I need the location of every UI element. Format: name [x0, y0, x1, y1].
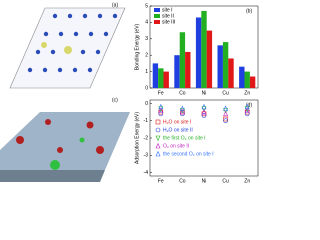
- legend-label: site II: [162, 13, 174, 19]
- bar: [163, 71, 169, 88]
- legend-swatch: [154, 20, 160, 24]
- legend-label: site I: [162, 7, 173, 13]
- point: [158, 107, 164, 113]
- bar: [222, 42, 229, 88]
- legend-label: O₂ on site II: [163, 143, 189, 149]
- point: [155, 127, 161, 133]
- y-tick-label: -2: [144, 135, 149, 141]
- point: [223, 110, 229, 117]
- panel-label: (d): [246, 102, 252, 108]
- legend-label: the second O₂ on site I: [163, 151, 214, 157]
- point: [244, 111, 250, 117]
- point: [179, 105, 185, 111]
- legend-label: the first O₂ on site I: [163, 135, 206, 141]
- point: [223, 116, 228, 122]
- y-tick-label: 4: [145, 20, 148, 26]
- bar: [158, 68, 164, 88]
- bar: [185, 51, 191, 88]
- bar: [179, 32, 186, 88]
- x-tick-label: Zn: [244, 90, 250, 96]
- point: [201, 103, 207, 110]
- point: [155, 119, 161, 125]
- bar: [206, 30, 213, 89]
- panel-c-image: (c): [0, 97, 130, 182]
- bar: [239, 66, 245, 88]
- bar: [174, 55, 180, 88]
- x-tick-label: Cu: [222, 178, 229, 184]
- legend-swatch: [154, 14, 160, 18]
- y-tick-label: 5: [145, 3, 148, 9]
- bar: [244, 71, 250, 88]
- point: [155, 142, 161, 149]
- y-tick-label: -3: [144, 153, 149, 159]
- figure: (a) (c) (b) Bonding Energy (eV) 0 1 2 3 4 5 Fe Co…: [0, 2, 259, 184]
- x-tick-label: Ni: [202, 178, 207, 184]
- legend-label: H₂O on site I: [163, 119, 191, 125]
- x-tick-label: Fe: [158, 178, 164, 184]
- x-tick-label: Co: [179, 178, 186, 184]
- bar: [228, 58, 234, 88]
- x-tick-label: Cu: [222, 90, 229, 96]
- bar: [152, 63, 159, 88]
- y-tick-label: 3: [145, 36, 148, 42]
- panel-a-image: (a): [9, 2, 126, 89]
- y-axis-label: Bonding Energy (eV): [134, 23, 140, 70]
- panel-label: (b): [246, 8, 252, 14]
- y-tick-label: 1: [145, 69, 148, 75]
- point: [244, 107, 250, 113]
- point: [158, 103, 164, 110]
- y-tick-label: -1: [144, 118, 149, 124]
- panel-label: (c): [112, 97, 118, 103]
- point: [201, 108, 207, 115]
- point: [155, 135, 161, 142]
- x-tick-label: Zn: [244, 178, 250, 184]
- legend-label: H₂O on site II: [163, 127, 193, 133]
- legend-swatch: [154, 8, 160, 12]
- x-tick-label: Ni: [202, 90, 207, 96]
- panel-label: (a): [112, 2, 118, 8]
- point: [223, 105, 229, 111]
- y-tick-label: -4: [144, 170, 149, 176]
- legend-label: site III: [162, 19, 175, 25]
- point: [244, 103, 250, 110]
- bar: [217, 45, 223, 88]
- y-tick-label: 2: [145, 53, 148, 59]
- y-axis-label: Adsorption Energy (eV): [134, 112, 140, 164]
- x-tick-label: Fe: [158, 90, 164, 96]
- bar: [201, 10, 207, 89]
- point: [223, 118, 228, 124]
- point: [158, 111, 164, 117]
- point: [201, 113, 207, 118]
- y-tick-label: 0: [145, 101, 148, 107]
- x-tick-label: Co: [179, 90, 186, 96]
- bar: [249, 76, 256, 88]
- bar: [195, 17, 202, 89]
- point: [179, 108, 185, 115]
- point: [155, 150, 161, 157]
- y-tick-label: 0: [145, 85, 148, 91]
